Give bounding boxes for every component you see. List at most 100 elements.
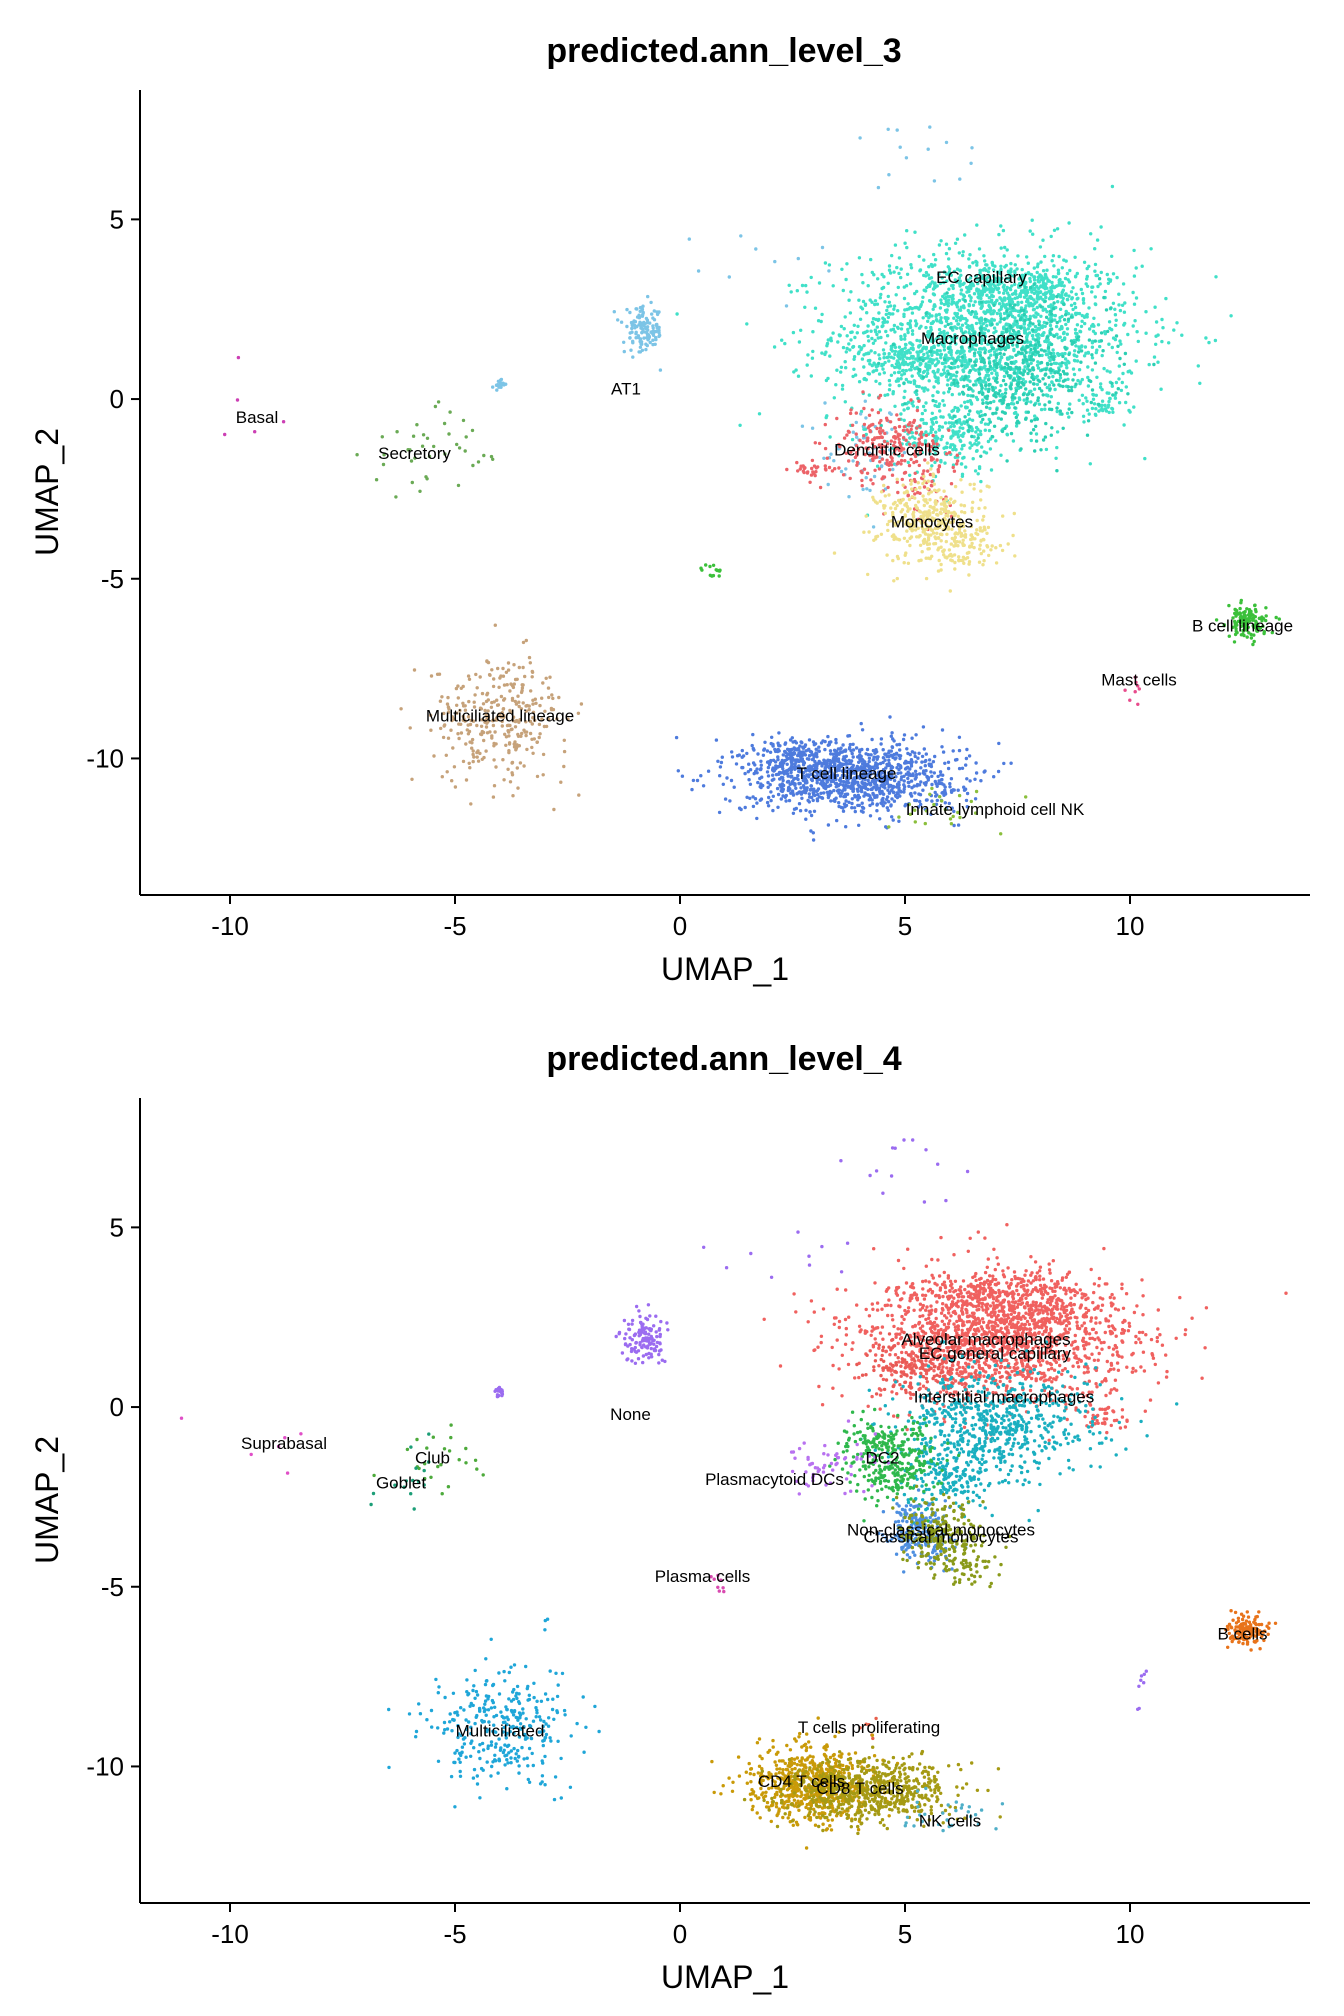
data-point xyxy=(906,302,910,306)
data-point xyxy=(890,731,894,735)
data-point xyxy=(1038,245,1043,249)
data-point xyxy=(1077,398,1081,402)
data-point xyxy=(925,516,929,520)
data-point xyxy=(841,743,845,747)
data-point xyxy=(968,332,973,337)
data-point xyxy=(983,422,988,426)
data-point xyxy=(843,315,847,319)
data-point xyxy=(1133,690,1137,694)
data-point xyxy=(432,754,436,758)
data-point xyxy=(878,296,882,300)
data-point xyxy=(891,467,895,472)
data-point xyxy=(1041,269,1046,273)
data-point xyxy=(1026,261,1031,265)
data-point xyxy=(862,422,867,427)
data-point xyxy=(449,728,453,732)
data-point xyxy=(1061,354,1065,359)
data-point xyxy=(995,407,999,412)
data-point xyxy=(1012,411,1017,415)
data-point xyxy=(928,518,932,522)
data-point xyxy=(880,324,884,329)
data-point xyxy=(1005,343,1010,347)
data-point xyxy=(878,431,882,435)
data-point xyxy=(862,343,866,348)
data-point xyxy=(502,697,507,701)
data-point xyxy=(972,292,977,296)
data-point xyxy=(932,542,936,546)
data-point xyxy=(1122,310,1127,314)
data-point xyxy=(932,252,936,257)
data-point xyxy=(868,453,872,458)
data-point xyxy=(872,273,876,277)
data-point xyxy=(943,358,947,362)
data-point xyxy=(960,323,965,327)
data-point xyxy=(973,537,977,541)
data-point xyxy=(1252,633,1256,637)
data-point xyxy=(887,173,891,177)
data-point xyxy=(1066,278,1070,282)
data-point xyxy=(439,726,443,731)
data-point xyxy=(909,758,914,762)
data-point xyxy=(845,346,849,351)
data-point xyxy=(864,416,868,420)
data-point xyxy=(631,320,636,324)
data-point xyxy=(968,349,972,353)
data-point xyxy=(991,274,996,278)
data-point xyxy=(874,379,878,383)
data-point xyxy=(1086,375,1090,380)
data-point xyxy=(929,483,934,488)
data-point xyxy=(491,385,495,389)
data-point xyxy=(982,527,987,531)
data-point xyxy=(958,522,962,526)
data-point xyxy=(900,453,905,458)
data-point xyxy=(991,346,996,351)
data-point xyxy=(696,269,701,273)
data-point xyxy=(890,456,894,460)
data-point xyxy=(959,534,963,538)
data-point xyxy=(948,589,952,593)
data-point xyxy=(854,746,859,750)
data-point xyxy=(634,330,638,334)
data-point xyxy=(885,462,889,466)
data-point xyxy=(964,756,969,761)
data-point xyxy=(1098,282,1102,286)
data-point xyxy=(1030,218,1034,222)
data-point xyxy=(989,312,993,316)
data-point xyxy=(1156,360,1160,364)
data-point xyxy=(866,787,870,792)
data-point xyxy=(843,792,848,797)
data-point xyxy=(831,331,835,335)
data-point xyxy=(966,361,970,365)
data-point xyxy=(1087,264,1091,268)
data-point xyxy=(1036,279,1041,284)
data-point xyxy=(955,351,959,355)
data-point xyxy=(928,451,932,456)
data-point xyxy=(996,416,1001,420)
data-point xyxy=(841,809,846,813)
data-point xyxy=(939,352,944,357)
data-point xyxy=(1041,238,1045,242)
data-point xyxy=(965,556,970,560)
data-point xyxy=(995,311,999,316)
data-point xyxy=(844,825,848,829)
data-point xyxy=(1090,290,1094,294)
data-point xyxy=(991,388,995,392)
data-point xyxy=(1074,331,1078,335)
data-point xyxy=(1013,396,1017,400)
data-point xyxy=(925,513,929,517)
data-point xyxy=(867,530,871,534)
data-point xyxy=(887,268,892,272)
data-point xyxy=(1012,361,1016,365)
data-point xyxy=(924,576,929,581)
data-point xyxy=(926,461,930,465)
data-point xyxy=(923,439,928,443)
data-point xyxy=(897,271,901,276)
data-point xyxy=(420,444,425,448)
data-point xyxy=(937,546,941,550)
data-point xyxy=(1065,327,1070,331)
data-point xyxy=(847,459,851,463)
data-point xyxy=(969,296,973,300)
data-point xyxy=(971,303,976,307)
data-point xyxy=(499,694,504,699)
data-point xyxy=(1090,368,1095,372)
